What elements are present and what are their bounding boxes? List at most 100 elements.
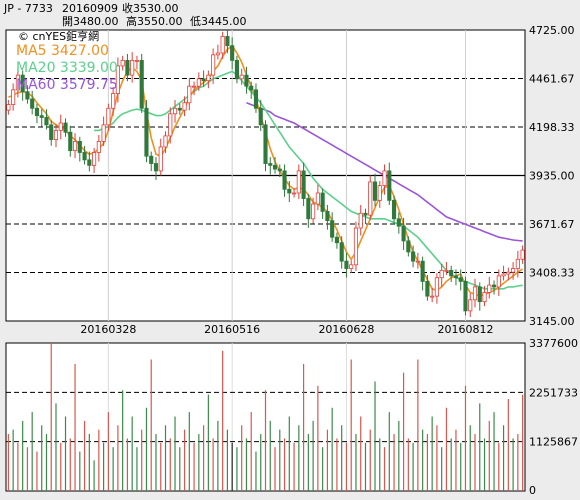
candle-body xyxy=(106,107,111,126)
candle-body xyxy=(153,163,159,172)
candle-body xyxy=(263,124,268,164)
candle-body xyxy=(277,168,282,172)
date-tick-label: 20160812 xyxy=(437,323,493,336)
candle-body xyxy=(358,212,363,229)
candle-body xyxy=(487,284,492,293)
candle-body xyxy=(192,85,197,88)
candle-body xyxy=(20,74,25,93)
candle-body xyxy=(334,236,339,244)
candle-body xyxy=(401,225,406,242)
candle-body xyxy=(458,277,463,282)
candle-body xyxy=(96,141,101,153)
candle-body xyxy=(87,159,92,166)
candle-body xyxy=(144,107,149,157)
candle-body xyxy=(453,275,459,279)
candle-body xyxy=(139,59,144,109)
candle-body xyxy=(244,74,249,87)
candle-body xyxy=(268,163,273,166)
candle-body xyxy=(344,260,349,269)
candle-body xyxy=(511,268,516,273)
candle-body xyxy=(134,59,140,62)
legend-ma5: MA5 3427.00 xyxy=(16,43,109,59)
candle-body xyxy=(163,135,168,148)
candle-body xyxy=(58,122,63,131)
price-tick-label: 4198.33 xyxy=(529,121,575,134)
candle-body xyxy=(425,281,430,297)
candle-body xyxy=(68,131,73,152)
price-tick-label: 4725.00 xyxy=(529,24,575,37)
candle-body xyxy=(249,85,254,91)
candle-body xyxy=(306,198,311,220)
candle-body xyxy=(187,85,192,104)
candle-body xyxy=(368,181,373,216)
candle-body xyxy=(482,292,487,303)
candle-body xyxy=(339,242,344,262)
volume-tick-label: 1125867 xyxy=(529,436,578,449)
candle-body xyxy=(258,107,263,126)
price-tick-label: 3935.00 xyxy=(529,170,575,183)
candle-body xyxy=(44,117,49,126)
candle-body xyxy=(282,170,287,190)
candle-body xyxy=(158,146,163,172)
candle-body xyxy=(377,185,382,201)
candle-body xyxy=(225,36,230,47)
candle-body xyxy=(491,284,497,288)
candle-body xyxy=(501,273,506,277)
candle-body xyxy=(311,203,316,220)
legend-ma20: MA20 3339.00 xyxy=(16,60,118,76)
candle-body xyxy=(439,269,444,279)
candle-body xyxy=(206,74,211,82)
candle-body xyxy=(372,181,378,201)
candle-body xyxy=(120,59,125,67)
candle-body xyxy=(449,269,454,277)
candle-body xyxy=(177,107,182,111)
candle-body xyxy=(272,164,278,170)
candle-body xyxy=(234,59,239,80)
candle-body xyxy=(111,93,116,109)
candle-body xyxy=(515,258,520,269)
date-tick-label: 20160516 xyxy=(204,323,260,336)
candle-body xyxy=(320,192,325,212)
candle-body xyxy=(253,89,259,109)
candle-body xyxy=(149,155,154,164)
candle-body xyxy=(92,152,97,166)
candle-body xyxy=(49,124,54,140)
candle-body xyxy=(11,89,16,105)
price-tick-label: 3408.33 xyxy=(529,267,575,280)
price-tick-label: 4461.67 xyxy=(529,72,575,85)
candle-body xyxy=(396,218,401,227)
candle-body xyxy=(53,129,59,140)
candle-body xyxy=(239,74,244,80)
candle-body xyxy=(30,98,35,109)
price-tick-label: 3671.67 xyxy=(529,218,575,231)
candle-body xyxy=(434,277,439,297)
candle-body xyxy=(463,281,468,312)
candle-body xyxy=(182,102,187,111)
date-tick-label: 20160328 xyxy=(80,323,136,336)
candle-body xyxy=(472,286,478,301)
candle-body xyxy=(63,122,68,133)
candle-body xyxy=(496,275,501,288)
volume-tick-label: 0 xyxy=(529,484,536,497)
candle-body xyxy=(115,65,120,94)
candle-body xyxy=(420,260,425,282)
source-label: © cnYES鉅亨網 xyxy=(18,29,99,43)
legend-ma60: MA60 3579.75 xyxy=(16,77,118,93)
candle-body xyxy=(125,59,130,76)
high-price: 高3550.00 xyxy=(126,15,183,28)
candle-body xyxy=(101,124,106,142)
candle-body xyxy=(196,78,201,87)
candle-body xyxy=(444,269,449,272)
candle-body xyxy=(468,299,473,312)
candle-body xyxy=(520,249,525,260)
volume-tick-label: 3377600 xyxy=(529,337,578,350)
candle-body xyxy=(172,107,178,115)
candle-body xyxy=(82,152,87,161)
candle-body xyxy=(325,211,330,222)
candle-body xyxy=(220,36,225,54)
candle-body xyxy=(391,199,397,220)
candle-body xyxy=(34,107,40,117)
candle-body xyxy=(6,104,11,111)
candle-body xyxy=(477,286,482,303)
